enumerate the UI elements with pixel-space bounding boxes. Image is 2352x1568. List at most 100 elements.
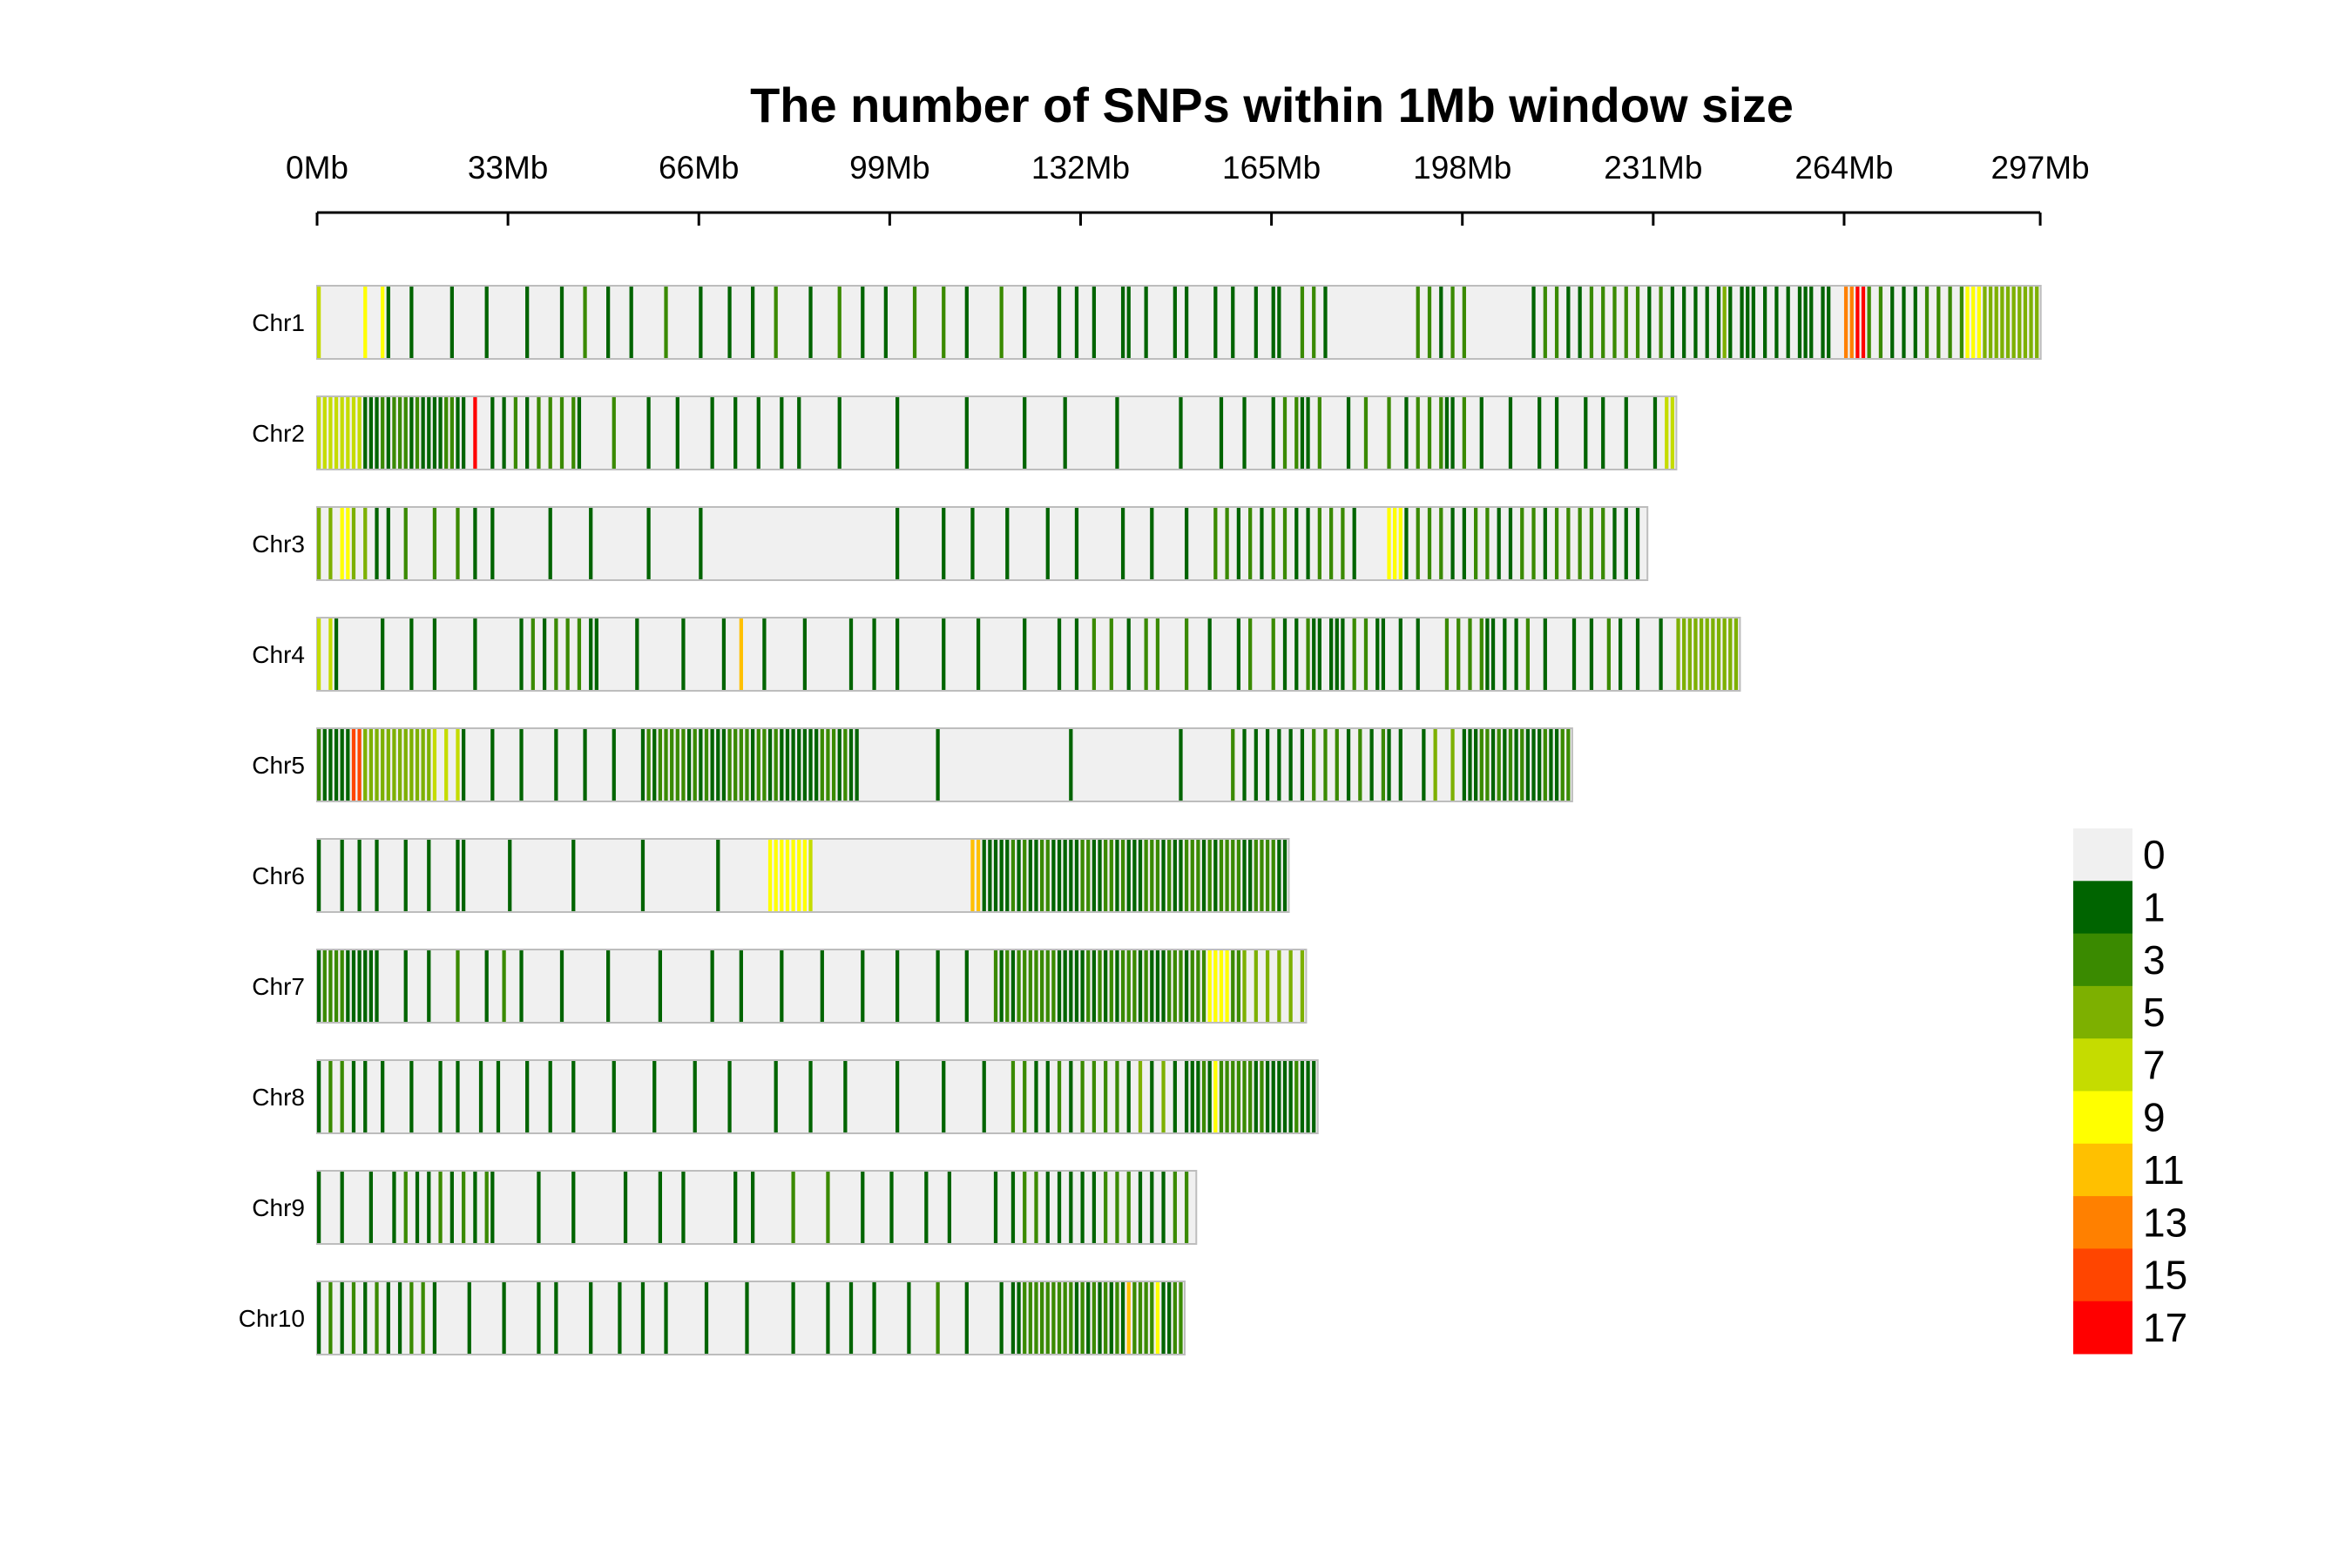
snp-window-mark [531,618,535,690]
snp-window-mark [1427,287,1432,358]
snp-window-mark [340,729,344,801]
snp-window-mark [1254,287,1258,358]
chromosome-label: Chr9 [252,1194,305,1221]
legend-swatch [2073,1196,2132,1249]
snp-window-mark [1578,287,1582,358]
snp-window-mark [1010,840,1016,911]
snp-window-mark [346,729,350,801]
snp-window-mark [1109,1282,1113,1354]
snp-window-mark [1138,1282,1143,1354]
snp-window-mark [612,1061,616,1132]
snp-window-mark [496,1061,501,1132]
snp-window-mark [381,397,385,469]
snp-window-mark [1120,950,1125,1022]
snp-window-mark [317,397,321,469]
x-tick-label: 132Mb [1031,150,1130,186]
snp-window-mark [947,1172,952,1243]
snp-window-mark [1716,618,1721,690]
snp-window-mark [606,950,611,1022]
snp-window-mark [351,508,356,579]
snp-window-mark [1092,950,1097,1022]
snp-window-mark [1236,950,1241,1022]
snp-window-mark [363,287,368,358]
snp-window-mark [1155,950,1160,1022]
snp-window-mark [449,287,454,358]
snp-window-mark [612,397,616,469]
snp-window-mark [1098,950,1102,1022]
snp-window-mark [1086,840,1091,911]
snp-window-mark [1104,1282,1108,1354]
snp-window-mark [1161,1282,1166,1354]
snp-window-mark [1288,729,1293,801]
snp-window-mark [381,287,385,358]
snp-window-mark [1034,1061,1038,1132]
snp-window-mark [1543,508,1547,579]
snp-window-mark [565,618,570,690]
snp-window-mark [1080,1282,1085,1354]
snp-window-mark [328,397,333,469]
snp-window-mark [502,950,506,1022]
snp-window-mark [1277,950,1281,1022]
snp-window-mark [462,397,466,469]
snp-window-mark [397,1282,402,1354]
snp-window-mark [490,729,495,801]
snp-window-mark [322,729,327,801]
snp-window-mark [1254,840,1258,911]
snp-window-mark [386,397,390,469]
snp-window-mark [351,1282,356,1354]
snp-window-mark [1069,729,1073,801]
snp-window-mark [1260,840,1264,911]
snp-window-mark [1034,950,1038,1022]
snp-window-mark [328,508,333,579]
snp-window-mark [1069,1172,1073,1243]
snp-window-mark [1271,1061,1275,1132]
snp-window-mark [1676,618,1680,690]
snp-window-mark [658,950,663,1022]
snp-window-mark [1490,729,1496,801]
snp-window-mark [1306,508,1310,579]
snp-window-mark [1092,1172,1097,1243]
snp-window-mark [1722,287,1727,358]
snp-window-mark [942,287,946,358]
snp-window-mark [1705,618,1709,690]
snp-window-mark [1069,1061,1073,1132]
snp-window-mark [473,1172,477,1243]
legend-swatch [2073,828,2132,882]
snp-window-mark [1427,508,1432,579]
snp-window-mark [1416,508,1420,579]
snp-window-mark [1682,618,1686,690]
snp-window-mark [363,508,368,579]
snp-window-mark [1341,508,1345,579]
snp-window-mark [1335,729,1339,801]
snp-window-mark [1983,287,1987,358]
snp-window-mark [896,508,900,579]
snp-window-mark [375,729,379,801]
snp-window-mark [368,950,374,1022]
snp-window-mark [993,950,998,1022]
snp-window-mark [1503,729,1507,801]
chromosome-track: Chr8 [252,1059,1319,1134]
snp-window-mark [1179,950,1183,1022]
snp-window-mark [1352,618,1356,690]
snp-window-mark [1098,840,1102,911]
snp-window-mark [381,1061,385,1132]
snp-window-mark [1126,1172,1131,1243]
snp-window-mark [409,618,414,690]
snp-window-mark [1028,840,1032,911]
snp-window-mark [675,729,679,801]
snp-window-mark [1647,287,1652,358]
snp-window-mark [1190,840,1194,911]
snp-window-mark [577,618,582,690]
snp-window-mark [837,397,841,469]
snp-window-mark [1474,729,1478,801]
snp-window-mark [1294,1061,1299,1132]
snp-window-mark [571,840,576,911]
snp-window-mark [727,729,732,801]
snp-window-mark [1612,508,1617,579]
snp-window-mark [1300,729,1305,801]
snp-window-mark [1601,508,1605,579]
snp-window-mark [409,397,414,469]
snp-window-mark [670,729,674,801]
snp-window-mark [1120,840,1125,911]
